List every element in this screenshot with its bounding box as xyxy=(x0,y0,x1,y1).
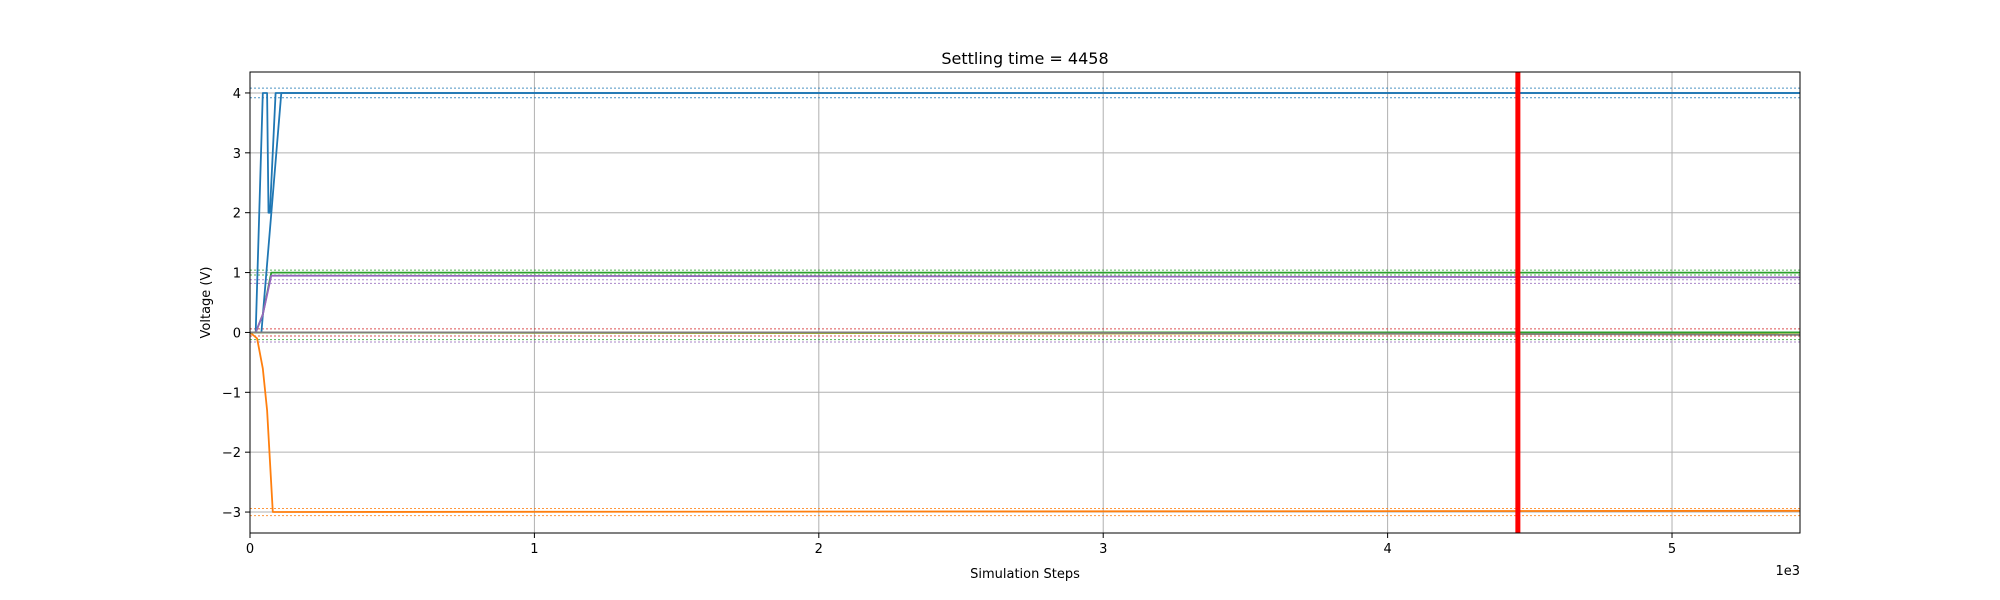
plot-frame xyxy=(249,71,1801,534)
y-tick-label: −2 xyxy=(222,446,241,461)
x-tick-label: 0 xyxy=(246,542,254,557)
series-line xyxy=(249,331,1801,513)
y-tick-label: 3 xyxy=(233,147,241,162)
y-tick-label: 2 xyxy=(233,207,241,222)
y-tick-label: 0 xyxy=(233,326,241,341)
x-tick-label: 1 xyxy=(530,542,538,557)
x-tick-label: 2 xyxy=(815,542,823,557)
axis-ticks: 0 1 2 3 4 5 −3 −2 −1 0 1 2 3 4 xyxy=(222,87,1676,557)
y-tick-label: 1 xyxy=(233,267,241,282)
y-tick-label: −1 xyxy=(222,386,241,401)
x-axis-offset-text: 1e3 xyxy=(1775,564,1800,579)
x-tick-label: 5 xyxy=(1668,542,1676,557)
x-axis-label: Simulation Steps xyxy=(970,567,1080,582)
x-tick-label: 4 xyxy=(1383,542,1391,557)
series-lines xyxy=(249,92,1801,513)
y-tick-label: −3 xyxy=(222,506,241,521)
y-axis-label: Voltage (V) xyxy=(199,267,214,339)
chart-title: Settling time = 4458 xyxy=(941,49,1108,68)
y-tick-label: 4 xyxy=(233,87,241,102)
x-tick-label: 3 xyxy=(1099,542,1107,557)
